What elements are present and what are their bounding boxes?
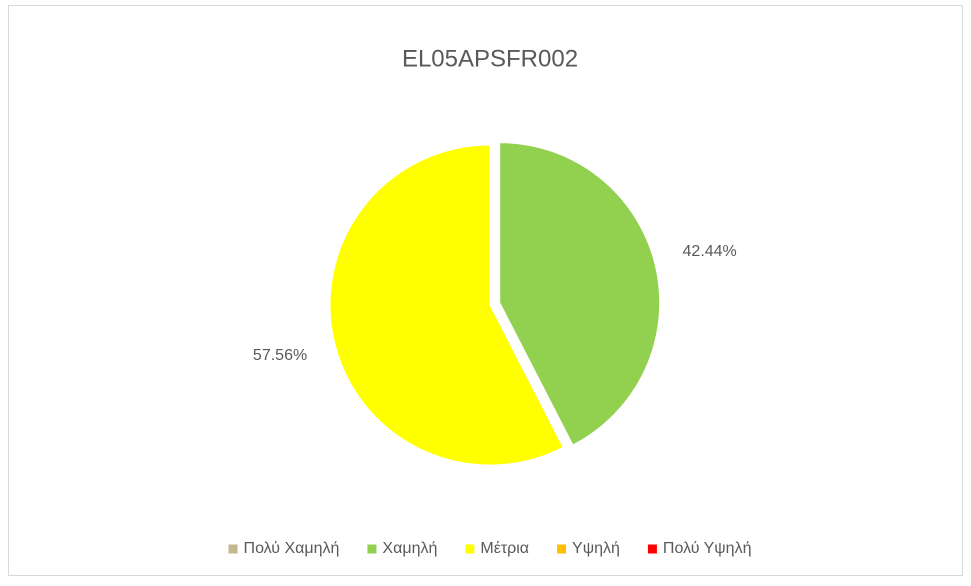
data-label: 57.56% bbox=[253, 347, 307, 364]
data-label: 42.44% bbox=[683, 243, 737, 260]
pie-slice bbox=[329, 144, 564, 466]
legend-swatch bbox=[557, 544, 567, 554]
legend-swatch bbox=[228, 544, 238, 554]
legend-label: Υψηλή bbox=[572, 540, 620, 557]
chart-title: EL05APSFR002 bbox=[402, 45, 578, 72]
legend-swatch bbox=[367, 544, 377, 554]
legend-label: Μέτρια bbox=[480, 540, 529, 557]
pie-slice bbox=[499, 142, 661, 446]
legend-label: Πολύ Υψηλή bbox=[663, 540, 752, 557]
legend-label: Χαμηλή bbox=[382, 540, 437, 557]
legend-swatch bbox=[647, 544, 657, 554]
legend-label: Πολύ Χαμηλή bbox=[244, 540, 340, 557]
legend-swatch bbox=[465, 544, 475, 554]
